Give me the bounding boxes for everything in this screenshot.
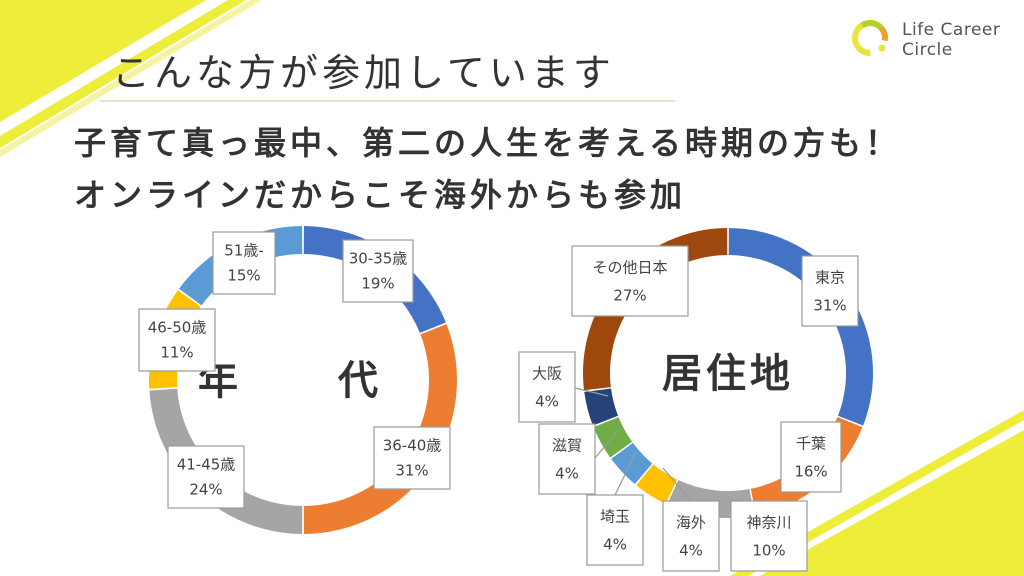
subtitle-line-1: 子育て真っ最中、第二の人生を考える時期の方も！ <box>74 124 902 162</box>
leader-line-4 <box>662 467 692 502</box>
data-label-category: 36-40歳 <box>383 437 442 455</box>
data-label-box <box>167 445 245 509</box>
donut-slice-大阪 <box>584 388 619 426</box>
donut-chart-2: 居住地 東京 31% 千葉 16% 神奈川 10% 海外 4% 埼玉 4% 滋賀 4% 大阪 4% その他日本… <box>518 228 874 572</box>
data-label-box <box>342 239 414 303</box>
brand-logo: Life Career Circle <box>848 14 1018 64</box>
data-label-box <box>538 423 596 495</box>
chart-center-title: 居住地 <box>662 351 794 397</box>
donut-slice-30-35歳 <box>303 226 446 333</box>
logo-dot <box>878 44 886 52</box>
data-label-36-40歳: 36-40歳 31% <box>373 426 451 490</box>
data-label-value: 24% <box>189 480 222 498</box>
data-label-category: 神奈川 <box>746 514 791 532</box>
data-label-埼玉: 埼玉 4% <box>586 494 644 566</box>
data-label-box <box>586 494 644 566</box>
chart-center-title: 年 代 <box>198 358 408 404</box>
data-label-box <box>212 231 276 295</box>
donut-chart-1: 年 代 30-35歳 19% 36-40歳 31% 41-45歳 24% 46-50歳 11% 5… <box>138 226 457 534</box>
data-label-value: 4% <box>535 393 559 411</box>
donut-slice-埼玉 <box>611 442 653 485</box>
data-label-category: 51歳- <box>224 242 264 260</box>
data-label-category: 大阪 <box>532 365 562 383</box>
leader-line-1 <box>574 387 609 397</box>
data-label-その他日本: その他日本 27% <box>571 245 689 317</box>
data-label-30-35歳: 30-35歳 19% <box>342 239 414 303</box>
data-label-box <box>801 255 859 327</box>
data-label-千葉: 千葉 16% <box>780 421 842 493</box>
data-label-value: 27% <box>613 287 646 305</box>
data-label-value: 11% <box>160 343 193 361</box>
data-label-46-50歳: 46-50歳 11% <box>138 308 216 372</box>
data-label-box <box>662 500 720 572</box>
data-label-51歳-: 51歳- 15% <box>212 231 276 295</box>
data-label-value: 4% <box>603 536 627 554</box>
data-label-滋賀: 滋賀 4% <box>538 423 596 495</box>
data-label-value: 15% <box>227 266 260 284</box>
logo-arc-green <box>852 20 888 57</box>
data-label-value: 31% <box>395 461 428 479</box>
leader-line-3 <box>614 451 637 496</box>
data-label-box <box>730 500 808 572</box>
subtitle-line-2: オンラインだからこそ海外からも参加 <box>74 176 687 214</box>
data-label-category: 海外 <box>676 514 706 532</box>
data-label-category: 千葉 <box>796 435 826 453</box>
data-label-category: 46-50歳 <box>148 319 207 337</box>
data-label-41-45歳: 41-45歳 24% <box>167 445 245 509</box>
data-label-category: その他日本 <box>592 259 667 277</box>
logo-circle-icon <box>852 20 888 57</box>
data-label-東京: 東京 31% <box>801 255 859 327</box>
logo-text-line-2: Circle <box>902 40 953 60</box>
top-left-pale-stripe <box>0 0 262 157</box>
data-label-category: 41-45歳 <box>177 456 236 474</box>
data-label-box <box>373 426 451 490</box>
data-label-value: 4% <box>679 542 703 560</box>
data-label-box <box>518 351 576 423</box>
donut-slice-海外 <box>636 464 678 504</box>
top-left-yellow-stripe <box>0 0 246 148</box>
data-label-value: 10% <box>752 542 785 560</box>
logo-text-line-1: Life Career <box>902 20 1001 40</box>
leader-line-2 <box>594 427 621 459</box>
bottom-right-yellow-band <box>760 430 1024 576</box>
data-label-大阪: 大阪 4% <box>518 351 576 423</box>
data-label-value: 4% <box>555 465 579 483</box>
data-label-category: 埼玉 <box>600 508 630 526</box>
data-label-box <box>138 308 216 372</box>
top-left-yellow-band <box>0 0 206 122</box>
data-label-box <box>780 421 842 493</box>
data-label-box <box>571 245 689 317</box>
data-label-category: 滋賀 <box>552 437 582 455</box>
page-title: こんな方が参加しています <box>112 51 615 95</box>
title-underline <box>100 100 675 102</box>
data-label-海外: 海外 4% <box>662 500 720 572</box>
data-label-category: 30-35歳 <box>349 250 408 268</box>
data-label-value: 31% <box>813 297 846 315</box>
data-label-value: 16% <box>794 463 827 481</box>
data-label-神奈川: 神奈川 10% <box>730 500 808 572</box>
data-label-value: 19% <box>361 274 394 292</box>
data-label-category: 東京 <box>815 269 845 287</box>
